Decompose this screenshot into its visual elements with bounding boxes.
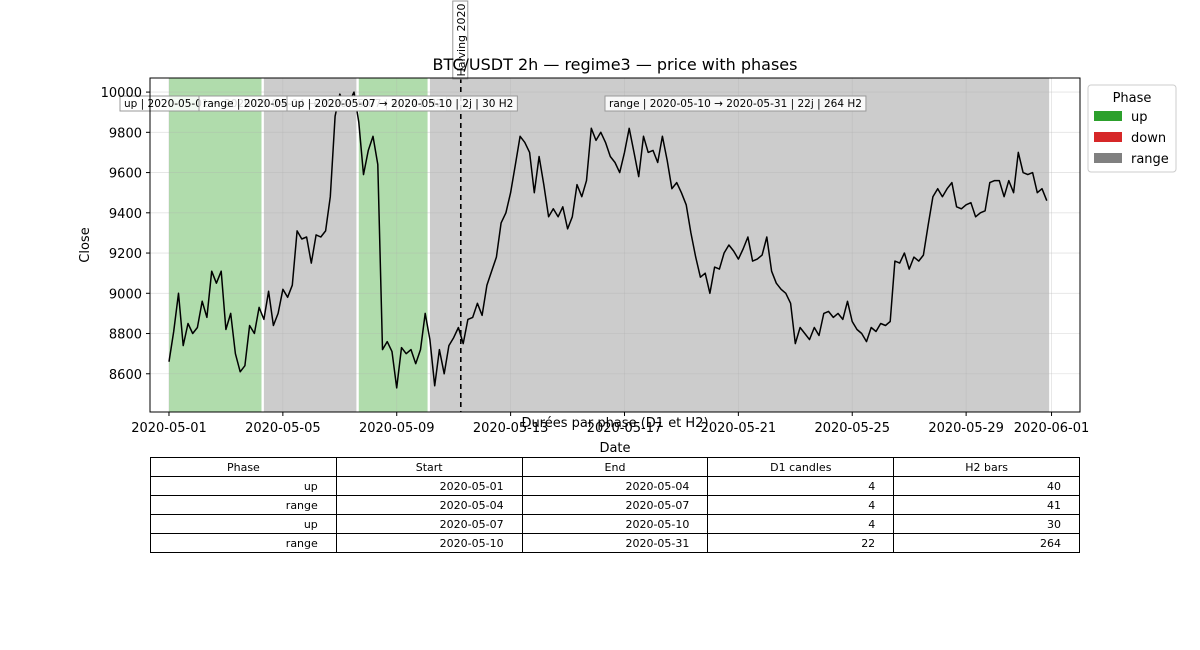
table-cell: range xyxy=(150,533,337,553)
table-header-cell: Phase xyxy=(150,457,337,477)
phase-label: up | 2020-05-07 → 2020-05-10 | 2j | 30 H… xyxy=(286,95,518,112)
table-cell: 2020-05-10 xyxy=(335,533,523,553)
y-tick-label: 8800 xyxy=(109,328,142,343)
y-tick-label: 9000 xyxy=(109,287,142,302)
legend-label-range: range xyxy=(1131,152,1169,167)
table-cell: 2020-05-07 xyxy=(521,495,709,515)
x-tick-label: 2020-05-13 xyxy=(473,421,549,436)
y-axis-label: Close xyxy=(78,227,93,262)
legend-frame xyxy=(1087,84,1177,173)
x-tick-label: 2020-05-17 xyxy=(587,421,663,436)
phase-band-range xyxy=(429,78,1050,412)
y-tick-label: 9800 xyxy=(109,126,142,141)
phase-band-up xyxy=(168,78,262,412)
phase-label-box xyxy=(286,95,518,112)
legend-label-down: down xyxy=(1131,131,1166,146)
table-cell: 2020-05-01 xyxy=(335,476,523,496)
table-header-cell: D1 candles xyxy=(707,457,895,477)
phase-band-range xyxy=(263,78,357,412)
y-tick-label: 9200 xyxy=(109,247,142,262)
table-title: Durées par phase (D1 et H2) xyxy=(521,416,708,431)
legend-swatch-range xyxy=(1094,153,1122,163)
legend-title: Phase xyxy=(1113,91,1152,106)
table-cell: 2020-05-04 xyxy=(335,495,523,515)
phase-bands xyxy=(168,78,1050,412)
x-tick-label: 2020-06-01 xyxy=(1014,421,1090,436)
table-row: up 2020-05-07 2020-05-10 4 30 xyxy=(150,514,1080,534)
x-tick-label: 2020-05-29 xyxy=(928,421,1004,436)
table-cell: 2020-05-10 xyxy=(521,514,709,534)
table-cell: 22 xyxy=(707,533,895,553)
x-tick-label: 2020-05-21 xyxy=(701,421,777,436)
halving-label: Halving 2020 xyxy=(455,3,468,76)
table-header-cell: Start xyxy=(335,457,523,477)
table-cell: 2020-05-04 xyxy=(521,476,709,496)
price-line xyxy=(168,91,1048,389)
x-tick-label: 2020-05-25 xyxy=(814,421,890,436)
legend-label-up: up xyxy=(1131,110,1148,125)
legend-swatch-down xyxy=(1094,132,1122,142)
table-cell: 40 xyxy=(893,476,1080,496)
phase-label-box xyxy=(604,95,867,112)
table-cell: 2020-05-31 xyxy=(521,533,709,553)
legend-swatch-up xyxy=(1094,111,1122,121)
table-cell: 4 xyxy=(707,476,895,496)
y-tick-label: 10000 xyxy=(101,86,142,101)
y-tick-label: 8600 xyxy=(109,368,142,383)
table-cell: up xyxy=(150,514,337,534)
phase-durations-table: Phase Start End D1 candles H2 bars up 20… xyxy=(150,457,1080,553)
axes: 2020-05-01 2020-05-05 2020-05-09 2020-05-13… xyxy=(101,77,1090,436)
y-tick-label: 9600 xyxy=(109,167,142,182)
price-series xyxy=(168,91,1048,389)
table-row: range 2020-05-04 2020-05-07 4 41 xyxy=(150,495,1080,515)
table-cell: range xyxy=(150,495,337,515)
table-cell: 2020-05-07 xyxy=(335,514,523,534)
table-cell: 4 xyxy=(707,514,895,534)
y-tick-label: 9400 xyxy=(109,207,142,222)
table-cell: up xyxy=(150,476,337,496)
table-cell: 41 xyxy=(893,495,1080,515)
phase-label-text: up | 2020-05-07 → 2020-05-10 | 2j | 30 H… xyxy=(291,98,513,110)
halving-label-box xyxy=(452,0,469,80)
table-header-cell: End xyxy=(521,457,709,477)
grid xyxy=(150,78,1080,412)
event-markers: Halving 2020 xyxy=(452,0,469,412)
table-cell: 30 xyxy=(893,514,1080,534)
table-header-row: Phase Start End D1 candles H2 bars xyxy=(150,457,1080,477)
table-cell: 4 xyxy=(707,495,895,515)
table-row: range 2020-05-10 2020-05-31 22 264 xyxy=(150,533,1080,553)
table-header-cell: H2 bars xyxy=(893,457,1080,477)
phase-labels: up | 2020-05-01 → 2020-05-04 | 4j | 40 H… xyxy=(119,95,867,112)
legend: Phase up down range xyxy=(1087,84,1177,173)
x-tick-label: 2020-05-05 xyxy=(245,421,321,436)
x-tick-label: 2020-05-09 xyxy=(359,421,435,436)
phase-label-text: range | 2020-05-10 → 2020-05-31 | 22j | … xyxy=(609,98,862,110)
x-axis-label: Date xyxy=(599,441,630,456)
table-row: up 2020-05-01 2020-05-04 4 40 xyxy=(150,476,1080,496)
plot-frame xyxy=(149,77,1081,413)
chart-title: BTC/USDT 2h — regime3 — price with phase… xyxy=(433,55,798,74)
phase-label: range | 2020-05-10 → 2020-05-31 | 22j | … xyxy=(604,95,867,112)
table-cell: 264 xyxy=(893,533,1080,553)
x-tick-label: 2020-05-01 xyxy=(131,421,207,436)
